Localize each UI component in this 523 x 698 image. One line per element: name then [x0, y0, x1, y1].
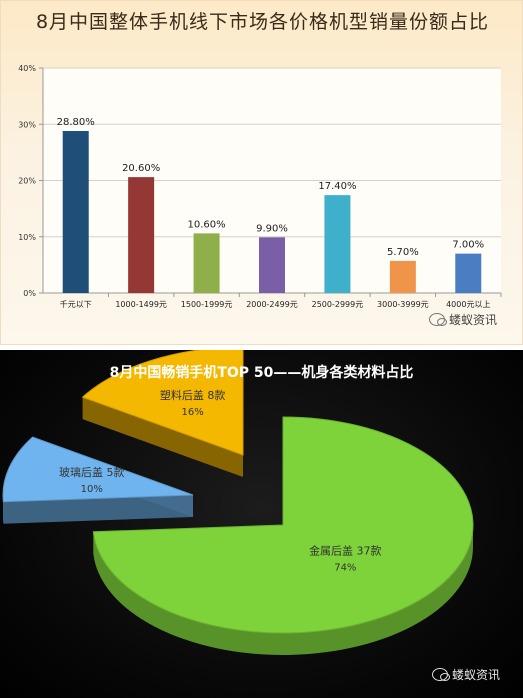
pie-slice-label: 玻璃后盖 5款: [59, 465, 125, 479]
wechat-icon: [432, 668, 450, 681]
bar: [128, 177, 155, 293]
pie-slice-edge: [82, 397, 243, 477]
x-tick-label: 2000-2499元: [246, 300, 298, 309]
pie-slice: [92, 416, 474, 634]
bar-watermark: 蝼蚁资讯: [429, 311, 497, 328]
bar-chart-panel: 0% 10% 20% 30% 40% 28.80% 千元以下 20.60% 1000-1499元…: [0, 0, 523, 345]
x-tick-label: 4000元以上: [446, 300, 490, 309]
pie-slice-label: 塑料后盖 8款: [160, 388, 226, 402]
pie-slice-pct: 16%: [182, 407, 204, 418]
y-tick-label: 0%: [23, 289, 36, 298]
bar: [62, 131, 89, 293]
wechat-icon: [429, 313, 447, 326]
pie-watermark-text: 蝼蚁资讯: [452, 668, 501, 682]
pie-slice-label: 金属后盖 37款: [309, 543, 382, 557]
bar: [455, 253, 482, 293]
bar-value-label: 5.70%: [387, 247, 419, 258]
bar-value-label: 17.40%: [318, 181, 356, 192]
bar-value-label: 20.60%: [122, 163, 160, 174]
pie-slice-side: [93, 525, 474, 656]
y-tick-label: 30%: [18, 120, 36, 129]
pie-chart-title: 8月中国畅销手机TOP 50——机身各类材料占比: [109, 365, 414, 381]
pie-chart-panel: 塑料后盖 8款 16% 玻璃后盖 5款 10% 金属后盖 37款 74% 8月中国畅销手机…: [0, 350, 523, 698]
y-tick-label: 40%: [18, 64, 36, 73]
bar: [324, 195, 351, 293]
pie-slice: [2, 436, 194, 503]
pie-slice-pct: 10%: [81, 484, 103, 495]
x-tick-label: 2500-2999元: [312, 300, 364, 309]
bar-chart-title: 8月中国整体手机线下市场各价格机型销量份额占比: [35, 11, 490, 33]
y-tick-label: 10%: [18, 233, 36, 242]
bar-value-label: 28.80%: [57, 117, 95, 128]
x-tick-label: 千元以下: [60, 299, 92, 309]
bar-value-label: 9.90%: [256, 223, 288, 234]
bar-value-label: 10.60%: [188, 219, 226, 230]
pie-slice-edge: [3, 495, 193, 524]
bar: [259, 237, 285, 293]
bar-watermark-text: 蝼蚁资讯: [449, 313, 498, 327]
pie-chart: 塑料后盖 8款 16% 玻璃后盖 5款 10% 金属后盖 37款 74%: [2, 350, 474, 656]
x-tick-label: 1500-1999元: [181, 300, 233, 309]
y-tick-label: 20%: [18, 177, 36, 186]
bar-chart: 0% 10% 20% 30% 40% 28.80% 千元以下 20.60% 1000-1499元…: [18, 64, 502, 309]
x-tick-label: 3000-3999元: [377, 300, 429, 309]
bar-value-label: 7.00%: [452, 240, 484, 251]
bar: [193, 233, 220, 293]
pie-slice: [81, 350, 244, 456]
pie-slice-pct: 74%: [334, 562, 356, 573]
bar: [389, 260, 416, 293]
pie-watermark: 蝼蚁资讯: [432, 666, 500, 683]
x-tick-label: 1000-1499元: [115, 300, 167, 309]
